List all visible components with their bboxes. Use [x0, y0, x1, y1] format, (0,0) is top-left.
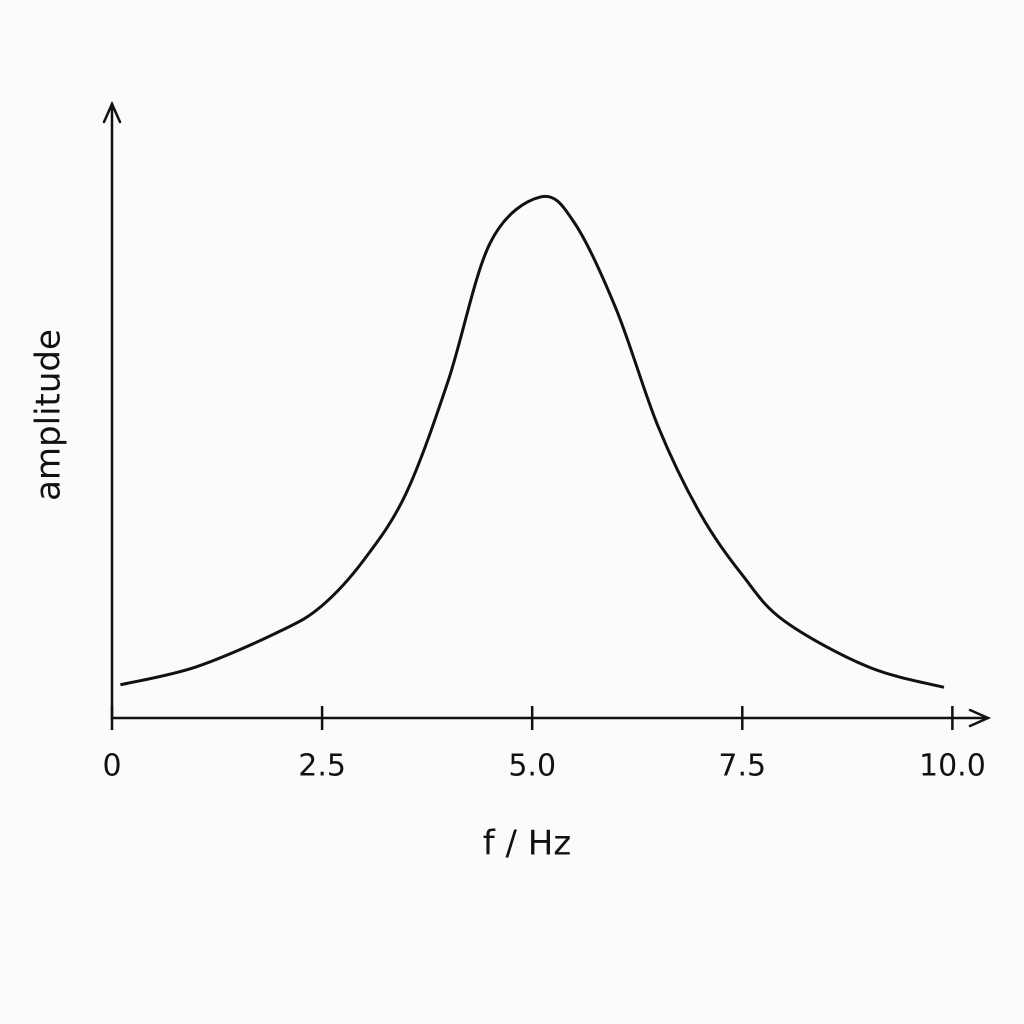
x-axis-arrow — [968, 708, 992, 728]
x-tick-label: 2.5 — [298, 749, 346, 784]
x-axis-label: f / Hz — [483, 824, 571, 864]
x-tick-label: 5.0 — [508, 749, 556, 784]
x-tick-label: 0 — [102, 749, 121, 784]
x-tick-label: 10.0 — [919, 749, 986, 784]
curve — [120, 194, 945, 689]
axes — [102, 100, 992, 728]
x-tick-label: 7.5 — [718, 749, 766, 784]
y-axis-arrow — [102, 100, 122, 124]
y-axis-label: amplitude — [29, 329, 69, 501]
